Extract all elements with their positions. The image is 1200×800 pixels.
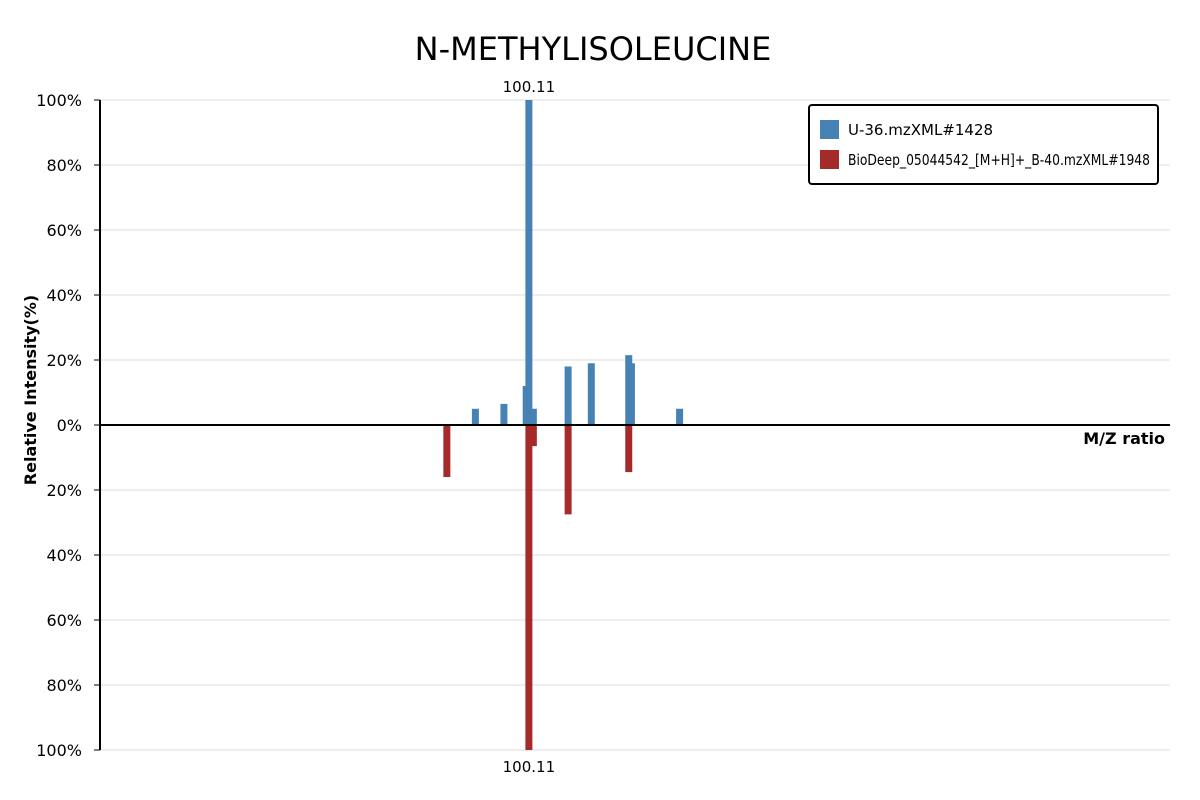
sample-peak-bar — [627, 363, 635, 425]
sample-peak-bar — [587, 363, 595, 425]
reference-peak-bar — [564, 425, 572, 515]
chart-title: N-METHYLISOLEUCINE — [415, 30, 772, 68]
sample-peak-bar — [500, 403, 508, 425]
legend-swatch-biodeep — [820, 150, 839, 169]
reference-peak-bar — [443, 425, 451, 477]
peak-labels: 100.11 100.11 — [503, 78, 556, 776]
peak-label: 100.11 — [503, 758, 556, 776]
y-tick-label: 60% — [46, 221, 82, 240]
y-axis-label: Relative Intensity(%) — [21, 295, 40, 485]
grid-lines — [100, 99, 1170, 751]
x-axis-label: M/Z ratio — [1083, 429, 1165, 448]
legend-swatch-u36 — [820, 120, 839, 139]
y-tick-label: 60% — [46, 611, 82, 630]
sample-peak-bar — [471, 408, 479, 425]
sample-peak-bar — [525, 100, 533, 425]
sample-peak-bar — [529, 408, 537, 425]
sample-peak-bar — [564, 366, 572, 425]
reference-peak-bar — [625, 425, 633, 473]
sample-peak-bar — [676, 408, 684, 425]
y-tick-label: 0% — [57, 416, 82, 435]
y-tick-label: 100% — [36, 91, 82, 110]
legend: U-36.mzXML#1428 BioDeep_05044542_[M+H]+_… — [808, 104, 1159, 185]
reference-peak-bar — [525, 425, 533, 750]
legend-label-biodeep: BioDeep_05044542_[M+H]+_B-40.mzXML#1948 — [848, 151, 1150, 170]
y-tick-label: 80% — [46, 676, 82, 695]
y-tick-label: 40% — [46, 546, 82, 565]
spectrum-bars — [443, 100, 684, 750]
y-tick-labels: 100% 80% 60% 40% 20% 0% 20% 40% 60% 80% 100% — [36, 91, 100, 760]
y-tick-label: 20% — [46, 351, 82, 370]
legend-box — [808, 104, 1159, 185]
y-tick-label: 40% — [46, 286, 82, 305]
legend-label-u36: U-36.mzXML#1428 — [848, 121, 993, 139]
peak-label: 100.11 — [503, 78, 556, 96]
y-tick-label: 20% — [46, 481, 82, 500]
reference-peak-bar — [529, 425, 537, 447]
y-tick-label: 100% — [36, 741, 82, 760]
y-tick-label: 80% — [46, 156, 82, 175]
